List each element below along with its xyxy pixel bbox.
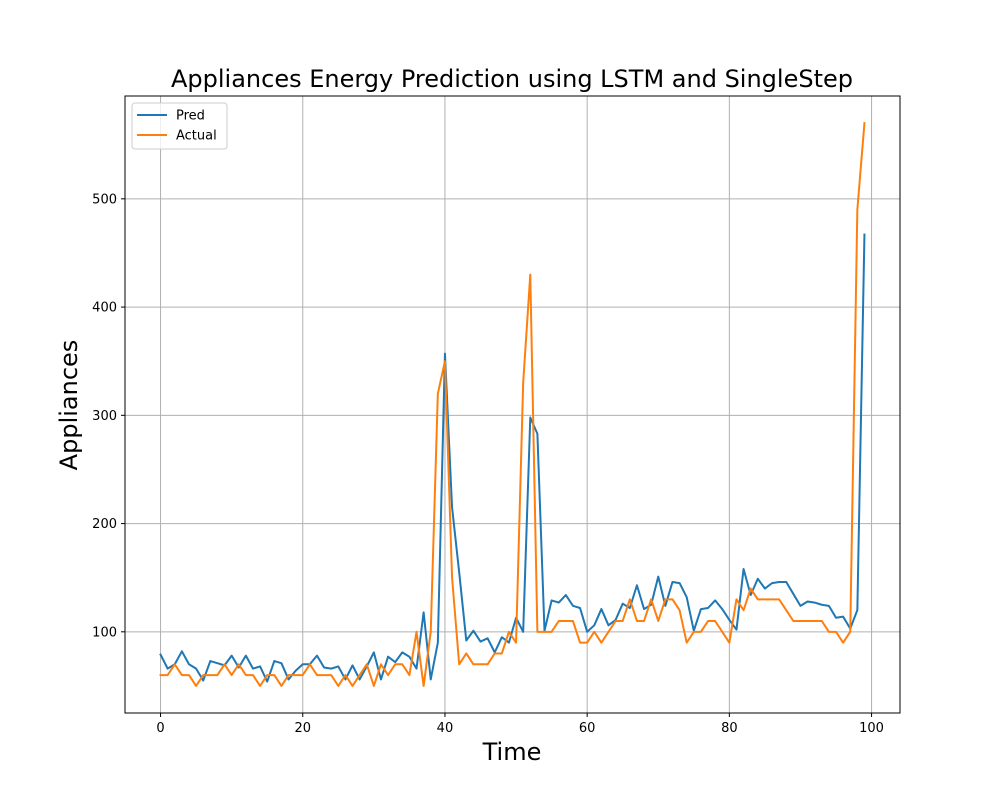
chart-title: Appliances Energy Prediction using LSTM …: [171, 65, 853, 93]
plot-frame: [124, 95, 901, 714]
x-tick-label: 20: [294, 721, 311, 736]
x-tick-label: 40: [437, 721, 454, 736]
legend-label-pred: Pred: [176, 109, 205, 124]
x-axis-label: Time: [482, 738, 542, 766]
y-tick-label: 400: [92, 301, 117, 316]
legend: Pred Actual: [131, 102, 228, 150]
series-lines: [159, 121, 866, 687]
y-axis-label: Appliances: [55, 340, 83, 471]
series-line-actual: [159, 121, 866, 687]
axis-ticks: 0 20 40 60 80 100 100 200 300 400 500: [92, 192, 884, 736]
x-tick-label: 100: [859, 721, 884, 736]
legend-label-actual: Actual: [176, 129, 217, 144]
x-tick-label: 60: [579, 721, 596, 736]
y-tick-label: 500: [92, 192, 117, 207]
grid-lines: [125, 96, 900, 713]
y-tick-label: 300: [92, 409, 117, 424]
x-tick-label: 0: [156, 721, 164, 736]
y-tick-label: 100: [92, 625, 117, 640]
x-tick-label: 80: [721, 721, 738, 736]
y-tick-label: 200: [92, 517, 117, 532]
series-line-pred: [159, 233, 866, 683]
